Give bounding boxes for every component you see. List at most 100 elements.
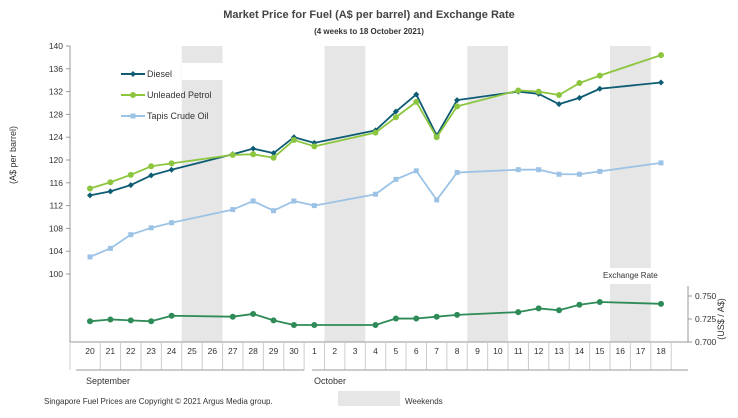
x-tick-label: 2 bbox=[332, 346, 337, 356]
data-point bbox=[658, 160, 664, 166]
data-point bbox=[127, 317, 134, 324]
data-point bbox=[107, 179, 114, 186]
x-tick-label: 7 bbox=[434, 346, 439, 356]
legend-marker bbox=[130, 71, 136, 77]
data-point bbox=[392, 315, 399, 322]
data-point bbox=[270, 154, 277, 161]
data-point bbox=[87, 318, 93, 325]
fx-tick-label: 0.725 bbox=[695, 314, 717, 324]
data-point bbox=[372, 129, 379, 136]
data-point bbox=[393, 176, 399, 182]
data-point bbox=[148, 225, 154, 231]
data-point bbox=[556, 92, 563, 99]
y-tick-label: 136 bbox=[49, 64, 63, 74]
data-point bbox=[148, 318, 155, 325]
data-point bbox=[127, 171, 134, 178]
chart-title: Market Price for Fuel (A$ per barrel) an… bbox=[223, 9, 515, 21]
x-tick-label: 18 bbox=[656, 346, 666, 356]
legend-label: Unleaded Petrol bbox=[147, 90, 212, 100]
data-point bbox=[372, 321, 379, 328]
legend-marker bbox=[130, 113, 136, 119]
data-point bbox=[168, 166, 175, 173]
data-point bbox=[250, 198, 256, 204]
data-point bbox=[413, 91, 420, 98]
data-point bbox=[454, 311, 461, 318]
data-point bbox=[291, 198, 297, 204]
x-tick-label: 11 bbox=[514, 346, 523, 356]
copyright-note: Singapore Fuel Prices are Copyright © 20… bbox=[44, 397, 273, 406]
x-tick-label: 5 bbox=[394, 346, 399, 356]
x-tick-label: 27 bbox=[228, 346, 238, 356]
data-point bbox=[250, 145, 257, 152]
x-tick-label: 16 bbox=[615, 346, 625, 356]
month-label-september: September bbox=[86, 376, 131, 386]
data-point bbox=[250, 151, 257, 158]
weekend-band bbox=[467, 46, 509, 342]
data-point bbox=[168, 160, 175, 167]
y-tick-label: 116 bbox=[49, 178, 63, 188]
data-point bbox=[311, 143, 318, 150]
data-point bbox=[658, 79, 664, 86]
x-tick-label: 17 bbox=[636, 346, 646, 356]
x-tick-label: 30 bbox=[289, 346, 299, 356]
data-point bbox=[576, 80, 583, 87]
y-tick-label: 104 bbox=[49, 246, 63, 256]
x-tick-label: 6 bbox=[414, 346, 419, 356]
data-point bbox=[290, 137, 297, 144]
data-point bbox=[148, 172, 155, 179]
data-point bbox=[169, 220, 175, 226]
y-tick-label: 128 bbox=[49, 109, 63, 119]
series-line bbox=[89, 301, 662, 326]
x-tick-label: 23 bbox=[146, 346, 156, 356]
legend-marker bbox=[130, 92, 136, 98]
data-point bbox=[413, 98, 420, 105]
x-tick-label: 8 bbox=[455, 346, 460, 356]
legend-gap bbox=[182, 63, 224, 80]
weekend-band bbox=[610, 46, 651, 342]
y-tick-label: 140 bbox=[49, 41, 63, 51]
x-tick-label: 3 bbox=[353, 346, 358, 356]
data-point bbox=[454, 170, 460, 176]
x-tick-label: 4 bbox=[373, 346, 378, 356]
y-axis-label-left: (A$ per barrel) bbox=[8, 125, 18, 185]
month-label-october: October bbox=[314, 376, 347, 386]
data-point bbox=[556, 307, 563, 314]
data-point bbox=[576, 94, 583, 101]
weekend-band bbox=[324, 46, 366, 342]
y-tick-label: 132 bbox=[49, 87, 63, 97]
x-tick-label: 1 bbox=[312, 346, 317, 356]
x-tick-label: 20 bbox=[85, 346, 95, 356]
data-point bbox=[392, 114, 399, 121]
x-tick-label: 14 bbox=[575, 346, 585, 356]
data-point bbox=[270, 317, 277, 324]
data-point bbox=[433, 313, 440, 320]
fx-label-gap bbox=[596, 268, 662, 284]
y-tick-label: 100 bbox=[49, 269, 63, 279]
fx-tick-label: 0.750 bbox=[695, 291, 717, 301]
x-tick-label: 21 bbox=[106, 346, 116, 356]
data-point bbox=[229, 313, 236, 320]
data-point bbox=[413, 315, 420, 322]
data-point bbox=[107, 188, 114, 195]
data-point bbox=[87, 185, 93, 192]
data-point bbox=[413, 168, 419, 174]
x-tick-label: 22 bbox=[126, 346, 136, 356]
data-point bbox=[536, 167, 542, 173]
data-point bbox=[87, 254, 93, 260]
data-point bbox=[576, 171, 582, 177]
x-tick-label: 9 bbox=[475, 346, 480, 356]
data-point bbox=[107, 245, 113, 251]
data-point bbox=[576, 301, 583, 308]
legend-label: Tapis Crude Oil bbox=[147, 111, 209, 121]
series-line bbox=[89, 161, 662, 258]
data-point bbox=[271, 208, 277, 214]
data-point bbox=[658, 300, 664, 307]
data-point bbox=[597, 168, 603, 174]
y-tick-label: 120 bbox=[49, 155, 63, 165]
data-point bbox=[454, 103, 461, 110]
data-point bbox=[250, 310, 257, 317]
data-point bbox=[535, 88, 542, 95]
data-point bbox=[433, 134, 440, 141]
x-tick-label: 15 bbox=[595, 346, 605, 356]
